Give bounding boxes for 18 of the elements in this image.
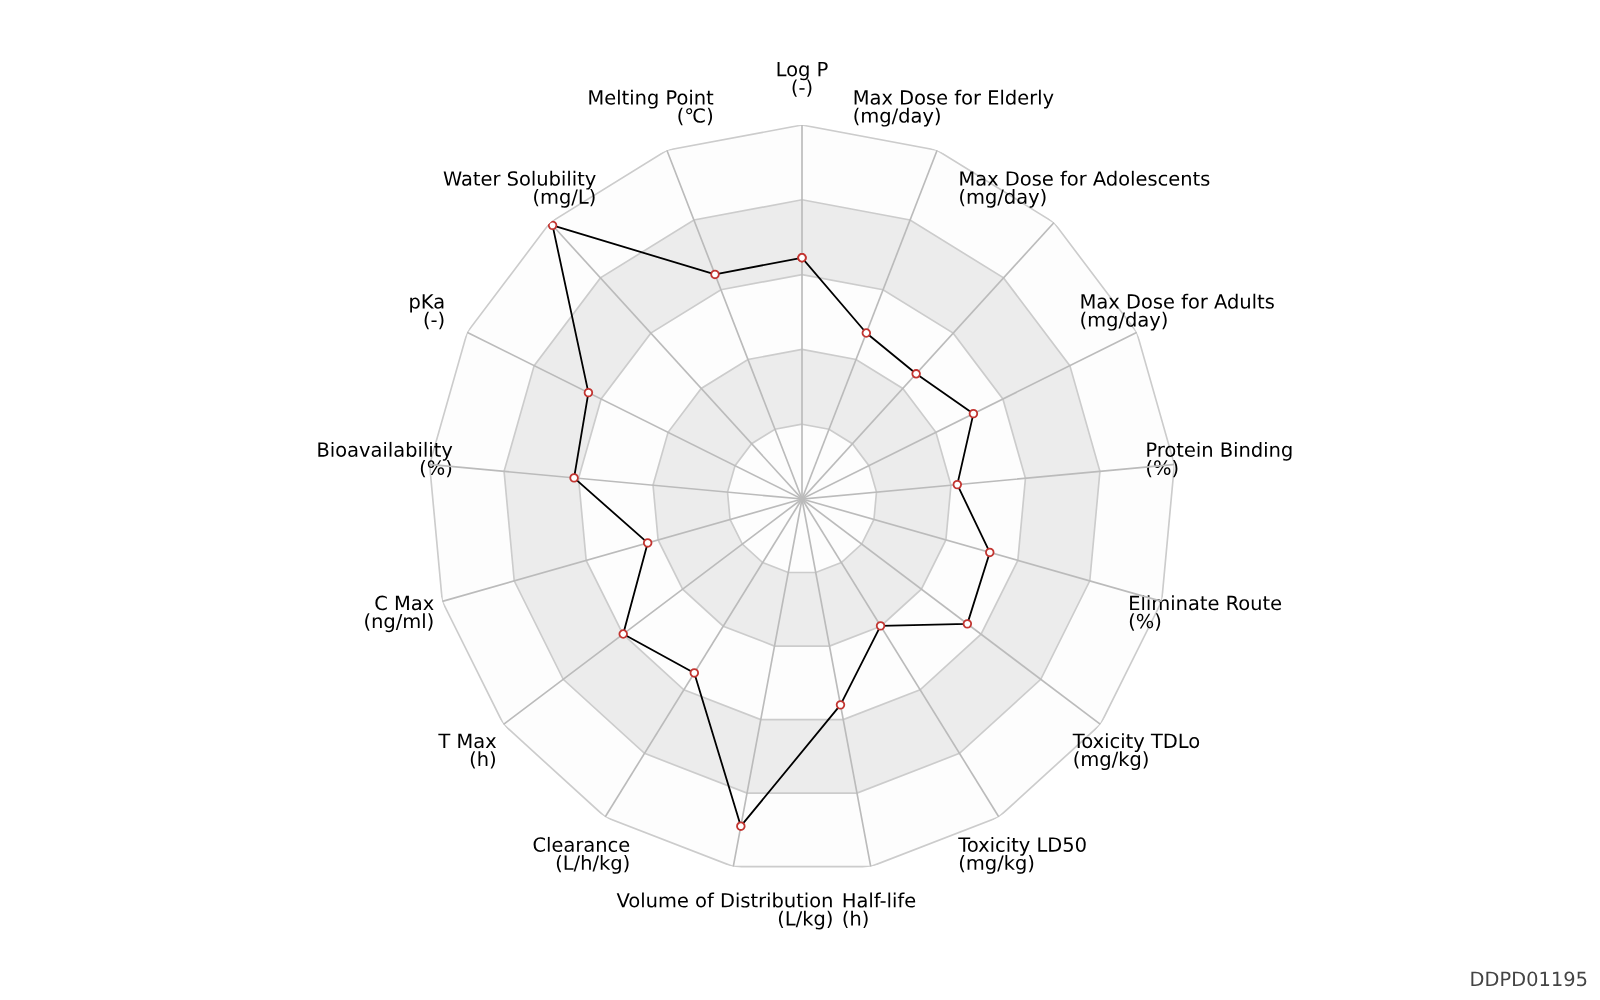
spoke-label: Max Dose for Elderly (mg/day) xyxy=(854,89,1054,127)
spoke-label: Volume of Distribution (L/kg) xyxy=(616,892,832,930)
text: DDPD01195 xyxy=(1471,971,1587,987)
spoke-label: Toxicity TDLo (mg/kg) xyxy=(1072,733,1200,771)
spoke-label: Half-life (h) xyxy=(843,892,916,928)
spoke-label: pKa (-) xyxy=(410,294,444,330)
spoke-label: Max Dose for Adolescents (mg/day) xyxy=(960,170,1210,208)
spoke-label: Max Dose for Adults (mg/day) xyxy=(1081,293,1274,331)
spoke-label: Log P (-) xyxy=(777,62,828,97)
spoke-label: Eliminate Route (%) xyxy=(1129,595,1282,631)
spoke-label: Bioavailability (%) xyxy=(318,441,453,478)
spoke-label: T Max (h) xyxy=(438,733,497,769)
spoke-label: C Max (ng/ml) xyxy=(365,595,434,633)
spoke-label: Melting Point (℃) xyxy=(589,89,714,126)
spoke-label: Clearance (L/h/kg) xyxy=(533,836,630,874)
spoke-label: Toxicity LD50 (mg/kg) xyxy=(958,836,1086,874)
spoke-label: Water Solubility (mg/L) xyxy=(443,170,596,208)
spoke-label: Protein Binding (%) xyxy=(1147,441,1292,478)
